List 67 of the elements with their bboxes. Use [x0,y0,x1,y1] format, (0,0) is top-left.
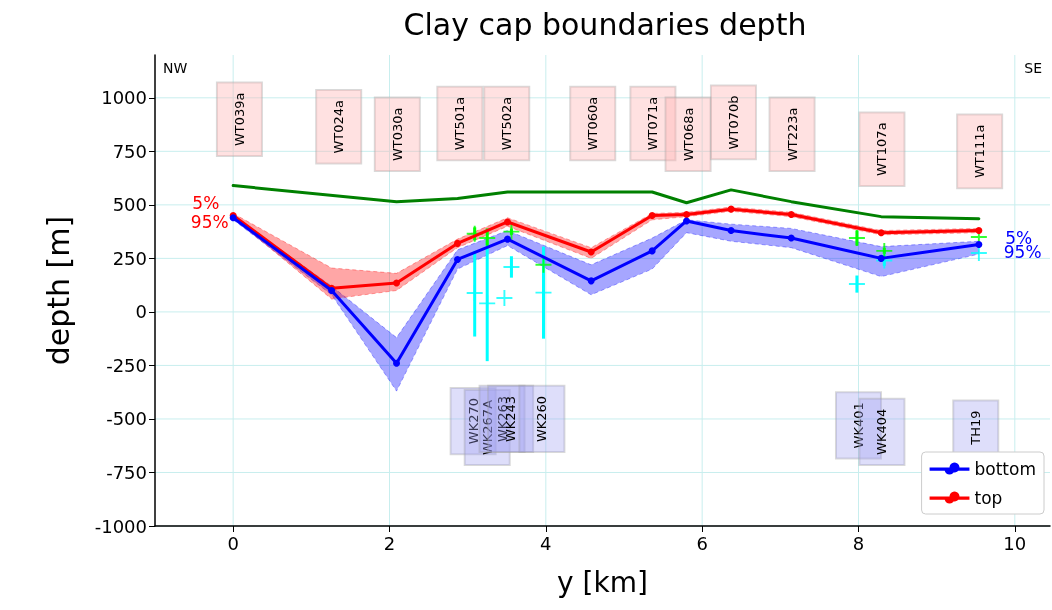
y-tick-label: -750 [106,461,147,483]
point [648,247,656,255]
annotation: TH19 [968,410,984,446]
chart-title: Clay cap boundaries depth [403,6,807,42]
point [504,235,512,243]
point [503,258,520,275]
y-tick-label: 500 [112,194,147,216]
y-tick-label: -250 [106,354,147,376]
point [975,227,983,235]
annotation: WK267A [479,399,495,456]
annotation: WT502a [499,96,515,151]
y-tick-label: -500 [106,408,147,430]
point [454,239,461,247]
annotation: WK404 [874,408,890,455]
x-tick-label: 0 [227,532,239,554]
y-tick-label: 1000 [101,87,147,109]
point [496,289,513,306]
annotation: WK270 [465,397,481,445]
x-tick-label: 4 [540,532,552,554]
point [848,230,865,247]
y-tick-label: 750 [112,140,147,162]
x-axis-title: y [km] [557,565,648,599]
annotation: WK260 [534,395,550,443]
point [683,217,691,225]
annotation: WT071a [645,96,661,151]
x-tick-label: 6 [696,532,708,554]
annotation: WT060a [585,96,601,151]
point [393,279,401,287]
x-tick-label: 8 [852,532,865,554]
point [683,211,691,218]
annotation: WT024a [331,99,347,154]
point [787,234,795,242]
annotation: SE [1024,60,1042,76]
x-tick-label: 2 [383,532,396,554]
y-tick-label: 250 [112,247,147,269]
y-tick-label: -1000 [94,515,147,537]
point [975,240,983,248]
point [587,277,595,285]
annotation: WT030a [389,107,405,161]
legend-label: bottom [974,458,1036,479]
annotation: 5% [192,192,220,213]
annotation: WT070b [725,95,741,150]
point [727,227,735,235]
annotation: WK401 [850,402,866,449]
annotation: WT107a [874,122,890,176]
line-series [231,184,981,221]
point [587,248,595,256]
annotation: WT039a [231,92,247,147]
x-tick-label: 10 [1003,532,1027,554]
point [648,212,656,220]
point [727,205,735,213]
annotation: WT223a [784,107,800,161]
point [787,211,795,218]
legend-label: top [974,487,1003,508]
y-axis-title: depth [m] [40,215,76,366]
point [393,359,401,367]
annotation: WT501a [452,96,468,151]
annotation: 95% [190,211,229,232]
annotation: WT111a [972,124,988,179]
y-tick-label: 0 [135,301,147,323]
point [504,218,512,226]
point [466,285,483,302]
point [454,255,461,263]
point [877,229,885,237]
annotation: NW [163,60,188,76]
point [479,295,496,312]
annotation: WT068a [680,107,696,161]
